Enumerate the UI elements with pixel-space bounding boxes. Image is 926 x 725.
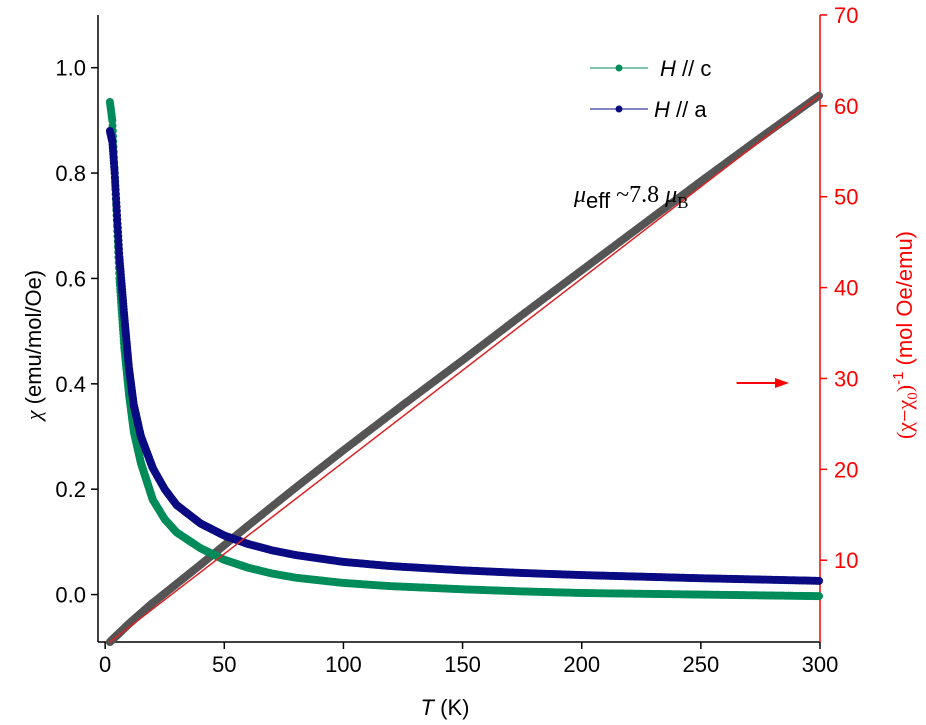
x-tick-label: 200 xyxy=(563,652,600,677)
y-right-axis-label-unit: (mol Oe/emu) xyxy=(892,231,917,372)
annotation-eff: eff xyxy=(586,188,611,213)
y-left-tick-label: 0.0 xyxy=(55,583,86,608)
y-right-axis-label-sup: -1 xyxy=(890,372,907,385)
fit-line xyxy=(109,94,821,643)
y-left-tick-label: 0.6 xyxy=(55,266,86,291)
legend-item-c: H // c xyxy=(590,56,711,81)
legend-marker-c xyxy=(615,64,623,72)
y-right-axis-label-close: ) xyxy=(892,385,917,392)
series-h-a xyxy=(105,126,824,585)
data-point xyxy=(815,592,824,601)
y-right-tick-label: 70 xyxy=(834,3,858,28)
y-right-tick-label: 40 xyxy=(834,276,858,301)
y-left-tick-label: 1.0 xyxy=(55,56,86,81)
x-tick-label: 150 xyxy=(444,652,481,677)
annotation-b-sub: B xyxy=(677,193,688,212)
x-tick-label: 50 xyxy=(212,652,236,677)
y-left-tick-label: 0.4 xyxy=(55,372,86,397)
y-right-axis-label-main: (χ−χ xyxy=(892,400,917,439)
y-right-tick-label: 10 xyxy=(834,548,858,573)
legend: H // c H // a xyxy=(590,56,711,122)
tick-group: 0 50 100 150 200 250 300 0.0 0.2 0.4 0.6 0.8 1.0 10 20… xyxy=(55,3,858,677)
y-left-axis-label: χ (emu/mol/Oe) xyxy=(21,270,46,422)
annotation-mu: μ xyxy=(573,182,586,208)
y-left-axis-label-unit: (emu/mol/Oe) xyxy=(21,270,46,411)
legend-label-c: H // c xyxy=(660,56,711,81)
x-axis-label: T (K) xyxy=(421,695,470,720)
legend-marker-a xyxy=(615,105,623,113)
annotation-mu-b: μ xyxy=(664,182,677,208)
y-left-tick-label: 0.8 xyxy=(55,161,86,186)
legend-label-a-symbol: H xyxy=(654,97,670,122)
y-right-axis-label-sub: 0 xyxy=(905,392,921,400)
x-tick-label: 250 xyxy=(682,652,719,677)
series-layer xyxy=(105,91,824,646)
y-right-tick-label: 60 xyxy=(834,94,858,119)
y-right-axis-label: (χ−χ0)-1 (mol Oe/emu) xyxy=(890,231,921,439)
y-right-tick-label: 50 xyxy=(834,185,858,210)
legend-label-a-rest: // a xyxy=(670,97,707,122)
legend-item-a: H // a xyxy=(590,97,707,122)
x-tick-label: 100 xyxy=(325,652,362,677)
legend-label-a: H // a xyxy=(654,97,707,122)
y-left-tick-label: 0.2 xyxy=(55,477,86,502)
data-point xyxy=(815,576,824,585)
mu-eff-annotation: μeff ~7.8 μB xyxy=(573,182,688,213)
legend-label-c-rest: // c xyxy=(676,56,711,81)
x-axis-label-unit: (K) xyxy=(434,695,469,720)
right-axis-arrow xyxy=(736,378,790,389)
x-tick-label: 300 xyxy=(802,652,839,677)
annotation-text: ~7.8 xyxy=(610,182,665,208)
legend-label-c-symbol: H xyxy=(660,56,676,81)
y-right-tick-label: 30 xyxy=(834,366,858,391)
y-right-tick-label: 20 xyxy=(834,457,858,482)
x-axis-label-symbol: T xyxy=(421,695,436,720)
x-tick-label: 0 xyxy=(99,652,111,677)
y-left-axis-label-symbol: χ xyxy=(21,409,46,422)
arrow-head xyxy=(775,378,790,389)
